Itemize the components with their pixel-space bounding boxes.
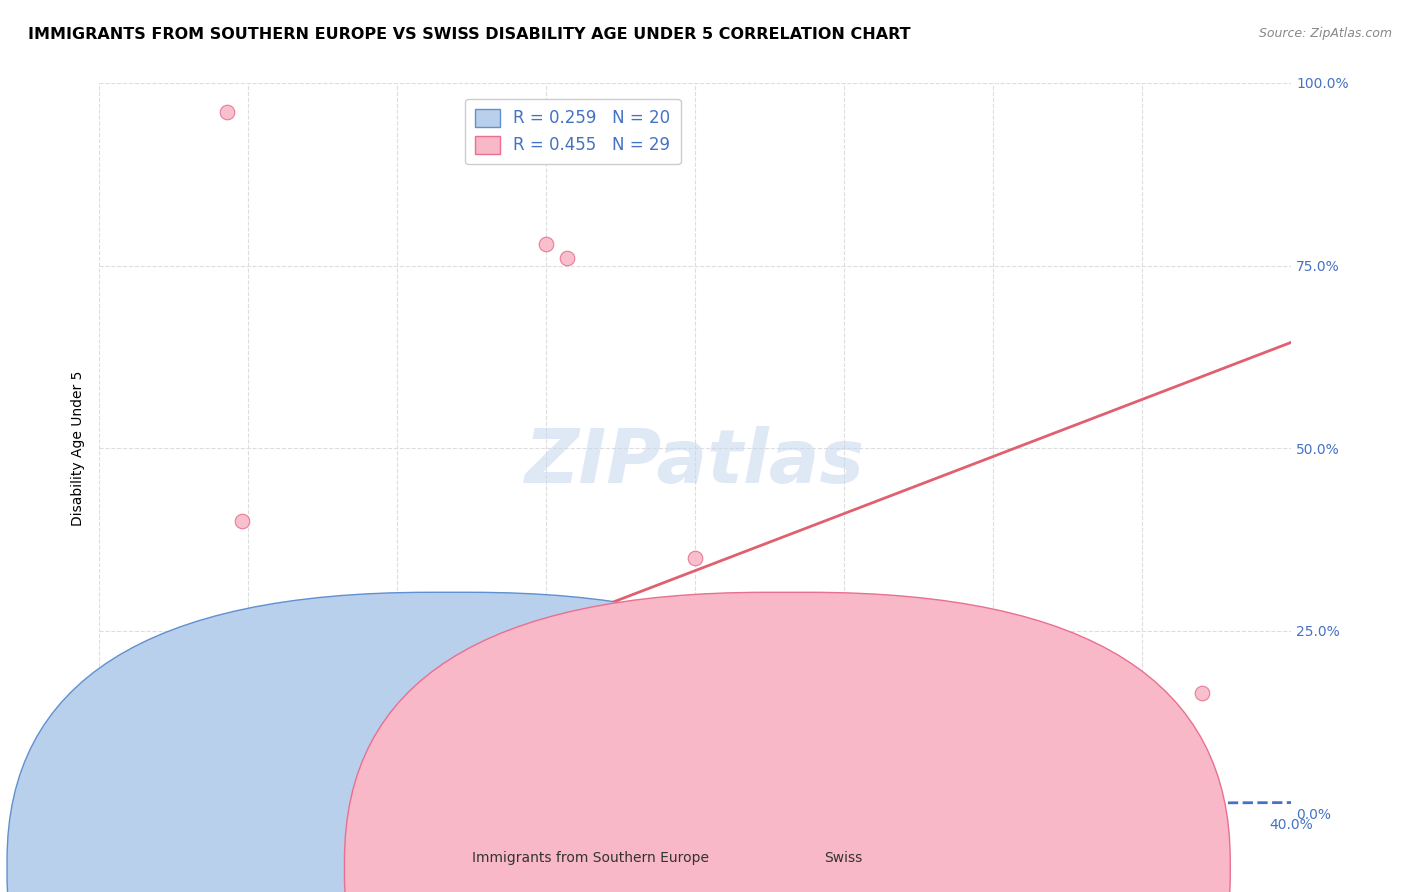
Point	[363, 800, 385, 814]
Point	[115, 748, 138, 763]
Point	[534, 236, 557, 251]
Point	[129, 726, 152, 740]
Point	[118, 737, 141, 751]
Point	[169, 799, 191, 814]
Text: Source: ZipAtlas.com: Source: ZipAtlas.com	[1258, 27, 1392, 40]
Point	[111, 805, 134, 819]
Point	[153, 733, 176, 747]
Point	[145, 801, 167, 815]
Point	[246, 675, 269, 690]
Text: Swiss: Swiss	[824, 851, 863, 865]
Point	[127, 719, 149, 733]
Point	[683, 550, 706, 565]
Point	[302, 704, 325, 718]
Point	[159, 800, 181, 814]
Point	[252, 800, 274, 814]
Point	[103, 770, 125, 784]
Text: IMMIGRANTS FROM SOUTHERN EUROPE VS SWISS DISABILITY AGE UNDER 5 CORRELATION CHAR: IMMIGRANTS FROM SOUTHERN EUROPE VS SWISS…	[28, 27, 911, 42]
Point	[97, 784, 120, 798]
Point	[100, 805, 122, 819]
Point	[648, 803, 671, 817]
Point	[121, 804, 143, 818]
Point	[555, 252, 578, 266]
Point	[907, 802, 929, 816]
Point	[118, 803, 141, 817]
Point	[148, 744, 170, 758]
Text: Immigrants from Southern Europe: Immigrants from Southern Europe	[472, 851, 709, 865]
Point	[172, 733, 194, 747]
Point	[190, 719, 212, 733]
Point	[624, 802, 647, 816]
Point	[201, 712, 224, 726]
Point	[132, 712, 155, 726]
Point	[267, 799, 290, 814]
Text: ZIPatlas: ZIPatlas	[526, 426, 865, 500]
Point	[135, 740, 157, 755]
Point	[217, 105, 239, 120]
Point	[159, 748, 181, 763]
Legend: R = 0.259   N = 20, R = 0.455   N = 29: R = 0.259 N = 20, R = 0.455 N = 29	[465, 99, 681, 164]
Point	[1191, 686, 1213, 700]
Y-axis label: Disability Age Under 5: Disability Age Under 5	[72, 370, 86, 526]
Point	[145, 704, 167, 718]
Point	[150, 802, 173, 816]
Point	[124, 733, 146, 747]
Point	[139, 719, 162, 733]
Point	[177, 682, 200, 697]
Point	[166, 697, 188, 711]
Point	[105, 804, 128, 818]
Point	[231, 514, 253, 528]
Point	[139, 804, 162, 818]
Point	[108, 763, 131, 777]
Point	[132, 803, 155, 817]
Point	[94, 805, 117, 819]
Point	[342, 801, 364, 815]
Point	[127, 802, 149, 816]
